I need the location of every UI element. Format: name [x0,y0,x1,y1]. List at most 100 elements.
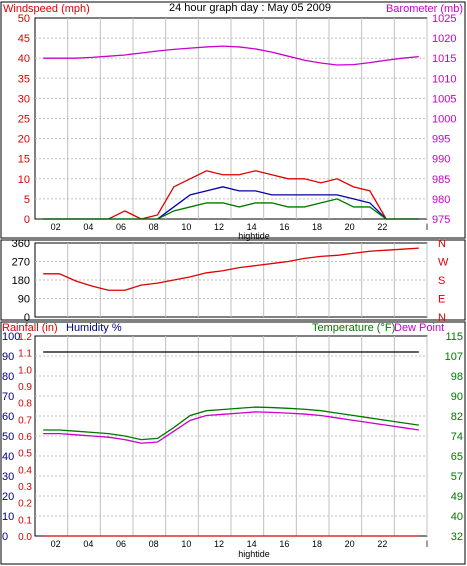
rainfall-tick: 0.8 [18,399,32,410]
humidity-tick: 30 [2,471,14,483]
humidity-tick: 0 [2,531,8,543]
barometer-tick: 990 [432,154,450,166]
windspeed-tick-labels: 0 5 10 15 20 25 30 35 40 45 50 [18,13,30,226]
windspeed-tick: 25 [18,114,30,126]
temperature-tick: 57 [451,471,463,483]
temperature-line [43,406,419,441]
rainfall-tick: 0.9 [18,382,32,393]
direction-panel-frame [0,239,466,321]
direction-compass-tick: E [438,294,445,306]
x-tick-label: 16 [279,539,289,549]
direction-compass-tick: N [438,238,446,250]
barometer-tick: 1000 [432,114,456,126]
humidity-tick: 70 [2,391,14,403]
x-tick-label: 12 [214,539,224,549]
barometer-tick: 1020 [432,33,456,45]
chart-title: 24 hour graph day : May 05 2009 [169,2,331,14]
temperature-tick: 65 [451,451,463,463]
temperature-tick: 32 [451,531,463,543]
dewpoint-line [43,411,419,444]
rainfall-tick: 0.3 [18,482,32,493]
temperature-x-axis-label: hightide [238,549,270,559]
x-tick-label: 18 [312,222,322,232]
windspeed-tick: 20 [18,134,30,146]
temperature-axis-label: Temperature (°F) [312,322,395,334]
wind-direction-line [43,247,419,291]
windspeed-tick: 30 [18,93,30,105]
humidity-tick: 40 [2,451,14,463]
rainfall-axis-label: Rainfall (in) [2,322,58,334]
humidity-tick-labels: 0 10 20 30 40 50 60 70 80 90 100 [2,331,20,543]
humidity-axis-label: Humidity % [66,322,122,334]
dewpoint-axis-label: Dew Point [394,322,444,334]
x-tick-label: 16 [279,222,289,232]
x-tick-label: 02 [51,539,61,549]
x-tick-label: 20 [345,539,355,549]
temperature-tick: 82 [451,411,463,423]
barometer-tick: 980 [432,194,450,206]
direction-compass-tick: N [438,312,446,324]
temperature-tick: 74 [451,431,463,443]
rainfall-tick: 0.5 [18,449,32,460]
windspeed-tick: 10 [18,174,30,186]
temperature-tick-labels: 32 40 49 57 65 74 82 90 98 107 115 [445,331,463,543]
humidity-tick: 20 [2,491,14,503]
windspeed-tick: 15 [18,154,30,166]
rainfall-tick: 1.2 [18,332,32,343]
x-tick-label: 22 [377,539,387,549]
direction-compass-tick: S [438,275,445,287]
rainfall-tick: 0.4 [18,465,32,476]
wind-x-axis-label: hightide [238,231,270,241]
barometer-tick-labels: 975 980 985 990 995 1000 1005 1010 1015 1020 1025 [432,13,456,226]
windspeed-tick: 50 [18,13,30,25]
x-tick-label: 06 [116,539,126,549]
temperature-panel-frame [0,321,466,565]
windspeed-line [43,198,419,220]
x-tick-label: 06 [116,222,126,232]
direction-degree-tick-labels: 0 90 180 270 360 [12,238,30,324]
rainfall-tick: 0.0 [18,532,32,543]
temperature-tick: 98 [451,371,463,383]
x-tick-label: 12 [214,222,224,232]
x-tick-label: 04 [83,539,93,549]
temperature-tick: 115 [445,331,463,343]
barometer-axis-label: Barometer (mb) [386,3,463,15]
rainfall-tick: 0.6 [18,432,32,443]
wind-panel-frame [0,1,466,239]
x-tick-label: 14 [247,539,257,549]
temperature-series-lines [43,351,419,537]
x-tick-label: 18 [312,539,322,549]
wind-series-lines [43,45,419,220]
x-tick-label: 08 [149,539,159,549]
barometer-tick: 985 [432,174,450,186]
x-tick-label: 14 [247,222,257,232]
windspeed-tick: 45 [18,33,30,45]
humidity-tick: 10 [2,511,14,523]
humidity-tick: 80 [2,371,14,383]
x-tick-label: l [426,539,428,549]
barometer-tick: 1025 [432,13,456,25]
windspeed-axis-label: Windspeed (mph) [3,3,90,15]
temperature-tick: 49 [451,491,463,503]
rainfall-tick: 1.0 [18,365,32,376]
temperature-tick: 40 [451,511,463,523]
direction-series-line [43,247,419,291]
windspeed-tick: 0 [24,214,30,226]
barometer-tick: 995 [432,134,450,146]
humidity-tick: 100 [2,331,20,343]
wind-x-tick-labels: 02 04 06 08 10 12 14 16 18 20 22 l [51,222,428,232]
rainfall-tick: 0.2 [18,499,32,510]
rainfall-tick: 0.1 [18,515,32,526]
direction-degree-tick: 360 [12,238,30,250]
humidity-tick: 90 [2,351,14,363]
windspeed-tick: 5 [24,194,30,206]
barometer-tick: 1005 [432,93,456,105]
temperature-tick: 107 [445,351,463,363]
rainfall-tick-labels: 0.0 0.1 0.2 0.3 0.4 0.5 0.6 0.7 0.8 0.9 1.0 1.1 1.2 [18,332,32,543]
barometer-tick: 975 [432,214,450,226]
direction-degree-tick: 180 [12,275,30,287]
x-tick-label: 10 [181,222,191,232]
rainfall-tick: 0.7 [18,415,32,426]
